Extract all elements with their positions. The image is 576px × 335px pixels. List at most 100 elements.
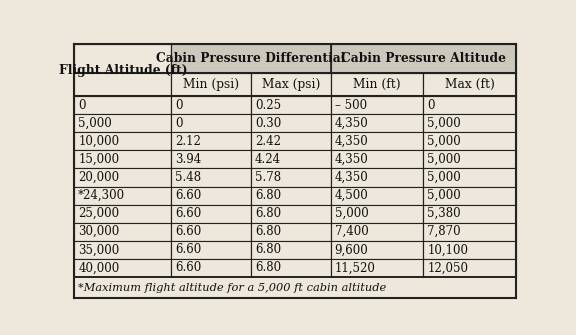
Text: 5.48: 5.48 [176,171,202,184]
Text: 6.60: 6.60 [176,261,202,274]
Text: 4,500: 4,500 [335,189,368,202]
Bar [423,150,516,169]
Bar [423,132,516,150]
Bar [423,96,516,114]
Bar [331,241,423,259]
Text: 10,100: 10,100 [427,243,468,256]
Bar [423,223,516,241]
Text: Max (ft): Max (ft) [445,78,495,91]
Bar [423,114,516,132]
Bar [331,187,423,205]
Text: 30,000: 30,000 [78,225,119,238]
Text: – 500: – 500 [335,98,367,112]
Bar [74,150,172,169]
Bar [74,169,172,187]
Text: 6.80: 6.80 [255,261,281,274]
Bar [331,150,423,169]
Text: 0: 0 [78,98,86,112]
Text: Cabin Pressure Altitude: Cabin Pressure Altitude [341,52,506,65]
Bar [74,277,516,298]
Text: 4,350: 4,350 [335,117,368,130]
Text: 0: 0 [176,117,183,130]
Bar [331,44,516,73]
Text: 6.60: 6.60 [176,189,202,202]
Bar [74,114,172,132]
Text: 2.12: 2.12 [176,135,202,148]
Text: 10,000: 10,000 [78,135,119,148]
Bar [331,73,423,96]
Bar [251,73,331,96]
Bar [172,114,251,132]
Bar [74,241,172,259]
Text: 0.25: 0.25 [255,98,281,112]
Text: Flight Altitude (ft): Flight Altitude (ft) [59,64,187,76]
Bar [74,132,172,150]
Bar [74,259,172,277]
Bar [251,96,331,114]
Text: 5,000: 5,000 [78,117,112,130]
Text: 4,350: 4,350 [335,135,368,148]
Text: 7,400: 7,400 [335,225,368,238]
Text: 4.24: 4.24 [255,153,281,166]
Text: 0: 0 [176,98,183,112]
Bar [251,241,331,259]
Text: 25,000: 25,000 [78,207,119,220]
Bar [331,96,423,114]
Text: 35,000: 35,000 [78,243,119,256]
Text: 0.30: 0.30 [255,117,281,130]
Bar [172,241,251,259]
Bar [331,259,423,277]
Bar [172,223,251,241]
Bar [331,223,423,241]
Text: 6.60: 6.60 [176,225,202,238]
Text: 6.80: 6.80 [255,189,281,202]
Text: 15,000: 15,000 [78,153,119,166]
Bar [423,241,516,259]
Text: 5,380: 5,380 [427,207,461,220]
Text: 5,000: 5,000 [427,135,461,148]
Text: Cabin Pressure Differential: Cabin Pressure Differential [156,52,346,65]
Bar [172,132,251,150]
Text: 12,050: 12,050 [427,261,468,274]
Text: 5.78: 5.78 [255,171,281,184]
Bar [74,96,172,114]
Text: *Maximum flight altitude for a 5,000 ft cabin altitude: *Maximum flight altitude for a 5,000 ft … [78,283,386,292]
Bar [251,132,331,150]
Text: 6.80: 6.80 [255,207,281,220]
Text: 11,520: 11,520 [335,261,376,274]
Bar [251,150,331,169]
Bar [74,187,172,205]
Text: 5,000: 5,000 [335,207,368,220]
Text: 5,000: 5,000 [427,117,461,130]
Bar [172,187,251,205]
Bar [423,169,516,187]
Bar [331,132,423,150]
Bar [251,187,331,205]
Text: 5,000: 5,000 [427,153,461,166]
Text: 20,000: 20,000 [78,171,119,184]
Bar [172,44,331,73]
Bar [331,114,423,132]
Bar [74,223,172,241]
Text: 6.60: 6.60 [176,207,202,220]
Bar [251,259,331,277]
Text: 5,000: 5,000 [427,189,461,202]
Bar [251,114,331,132]
Text: Max (psi): Max (psi) [262,78,320,91]
Text: 9,600: 9,600 [335,243,368,256]
Bar [251,205,331,223]
Text: 0: 0 [427,98,435,112]
Text: 2.42: 2.42 [255,135,281,148]
Bar [331,169,423,187]
Bar [331,205,423,223]
Bar [251,223,331,241]
Bar [423,73,516,96]
Bar [423,205,516,223]
Bar [172,150,251,169]
Bar [74,205,172,223]
Bar [172,205,251,223]
Bar [251,169,331,187]
Text: Min (ft): Min (ft) [353,78,401,91]
Text: 5,000: 5,000 [427,171,461,184]
Bar [172,73,251,96]
